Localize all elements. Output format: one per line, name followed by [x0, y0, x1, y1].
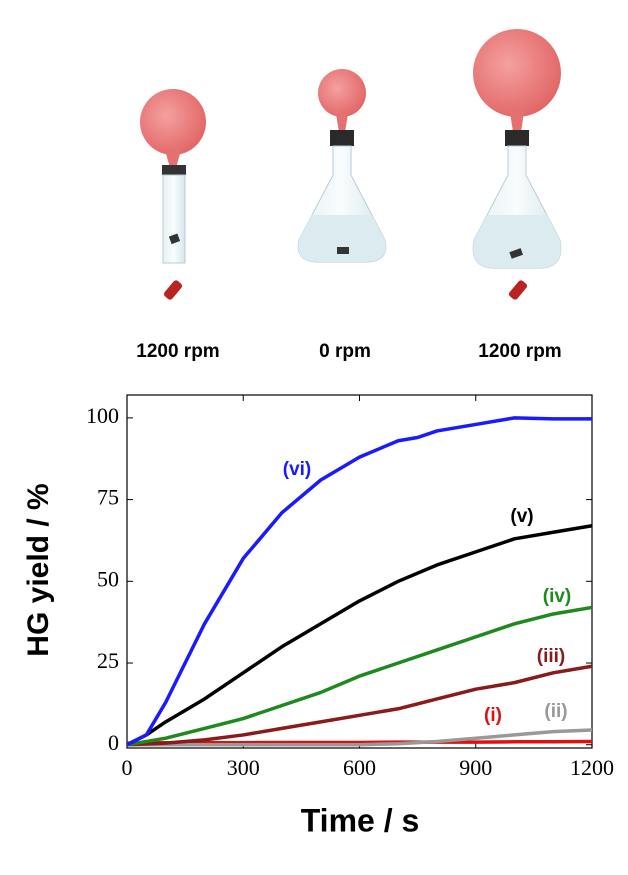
- x-tick-label: 600: [343, 755, 376, 780]
- chart: HG yield / % Time / s 0 25 50 75 100 0 300 600 9…: [22, 394, 614, 838]
- x-axis-label: Time / s: [301, 802, 420, 838]
- y-tick-label: 0: [108, 730, 119, 755]
- y-tick-label: 50: [97, 566, 119, 591]
- series-label: (v): [510, 506, 533, 527]
- y-axis-label: HG yield / %: [22, 483, 55, 656]
- series-label: (iii): [537, 646, 566, 667]
- series-line: [126, 416, 592, 747]
- x-tick-label: 0: [122, 755, 133, 780]
- y-tick-label: 75: [97, 485, 119, 510]
- caption: 1200 rpm: [478, 341, 561, 362]
- x-tick-label: 900: [459, 755, 492, 780]
- y-tick-label: 25: [97, 648, 119, 673]
- plot-frame: [126, 394, 593, 749]
- series-line: [126, 664, 593, 747]
- series-line: [126, 605, 593, 747]
- series-line: [127, 728, 593, 747]
- caption: 1200 rpm: [136, 341, 219, 362]
- series-label: (iv): [543, 586, 572, 607]
- y-tick-label: 100: [86, 403, 119, 428]
- series-label: (vi): [283, 459, 312, 480]
- series-line: [126, 524, 593, 747]
- series-line: [126, 739, 593, 745]
- illustration: 1200 rpm 0 rpm 1200 rpm: [136, 29, 562, 362]
- x-tick-label: 1200: [570, 755, 614, 780]
- series-label: (i): [484, 705, 502, 726]
- x-tick-label: 300: [227, 755, 260, 780]
- caption: 0 rpm: [319, 341, 371, 362]
- series-label: (ii): [544, 701, 567, 722]
